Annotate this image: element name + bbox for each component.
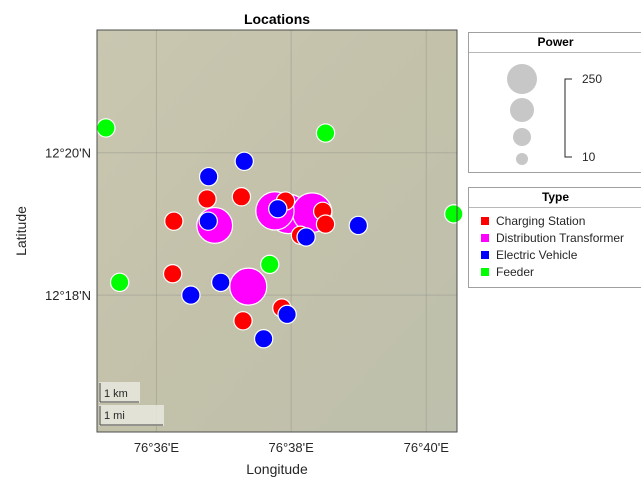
power-size-circle	[507, 64, 537, 94]
legend-swatch	[481, 251, 489, 259]
electric-vehicle-marker[interactable]	[268, 199, 288, 219]
type-legend-item-feeder: Feeder	[469, 264, 641, 281]
power-scale-bracket	[564, 78, 572, 158]
electric-vehicle-marker[interactable]	[234, 151, 254, 172]
electric-vehicle-marker[interactable]	[277, 304, 297, 325]
charging-station-marker[interactable]	[162, 264, 183, 284]
power-legend[interactable]: Power 250 10	[468, 32, 641, 173]
legend-label: Electric Vehicle	[496, 248, 578, 262]
power-size-circle	[516, 153, 528, 165]
legend-label: Distribution Transformer	[496, 231, 625, 245]
power-max-label: 250	[582, 72, 602, 86]
power-legend-title: Power	[469, 33, 641, 53]
distribution-transformer-marker[interactable]	[229, 267, 268, 306]
electric-vehicle-marker[interactable]	[198, 166, 219, 187]
y-tick-label: 12°20'N	[45, 146, 91, 161]
scale-bar: 1 km 1 mi	[99, 382, 164, 426]
charging-station-marker[interactable]	[233, 311, 253, 331]
x-tick-label: 76°40'E	[404, 440, 450, 455]
power-size-circle	[510, 98, 534, 122]
charging-station-marker[interactable]	[197, 189, 217, 209]
feeder-marker[interactable]	[315, 123, 336, 143]
feeder-marker[interactable]	[259, 254, 280, 275]
x-tick-label: 76°36'E	[134, 440, 180, 455]
type-legend-title: Type	[469, 188, 641, 208]
type-legend-item-distribution-transformer: Distribution Transformer	[469, 230, 641, 247]
type-legend-item-electric-vehicle: Electric Vehicle	[469, 247, 641, 264]
chart-title: Locations	[244, 11, 310, 27]
basemap[interactable]	[97, 30, 457, 432]
legend-label: Charging Station	[496, 214, 586, 228]
feeder-marker[interactable]	[109, 272, 130, 293]
x-tick-labels: 76°36'E 76°38'E 76°40'E	[134, 440, 449, 455]
electric-vehicle-marker[interactable]	[211, 272, 231, 293]
scale-bar-km-label: 1 km	[104, 388, 128, 400]
electric-vehicle-marker[interactable]	[253, 329, 274, 349]
power-legend-graphic: 250 10	[507, 64, 602, 165]
legend-swatch	[481, 268, 489, 276]
scale-bar-mi-box	[99, 405, 164, 426]
type-legend[interactable]: Type Charging Station Distribution Trans…	[468, 187, 641, 288]
plot-frame	[96, 29, 458, 433]
scale-bar-km-box	[99, 382, 140, 403]
feeder-marker[interactable]	[444, 204, 464, 224]
legend-swatch	[481, 234, 489, 242]
charging-station-marker[interactable]	[315, 214, 336, 234]
x-tick-label: 76°38'E	[269, 440, 315, 455]
charging-station-marker[interactable]	[164, 211, 184, 231]
charging-station-marker[interactable]	[231, 187, 252, 207]
electric-vehicle-marker[interactable]	[198, 211, 218, 231]
electric-vehicle-marker[interactable]	[181, 285, 201, 305]
type-legend-item-charging-station: Charging Station	[469, 213, 641, 230]
power-min-label: 10	[582, 150, 596, 164]
data-points	[96, 118, 464, 349]
power-size-circle	[513, 128, 531, 146]
scale-bar-mi-label: 1 mi	[104, 410, 125, 422]
legend-label: Feeder	[496, 265, 535, 279]
y-axis-label: Latitude	[13, 206, 29, 256]
feeder-marker[interactable]	[96, 118, 116, 138]
legend-swatch	[481, 217, 489, 225]
y-tick-label: 12°18'N	[45, 288, 91, 303]
electric-vehicle-marker[interactable]	[348, 215, 369, 236]
electric-vehicle-marker[interactable]	[296, 227, 316, 247]
y-tick-labels: 12°20'N 12°18'N	[45, 146, 91, 303]
x-axis-label: Longitude	[246, 461, 308, 477]
